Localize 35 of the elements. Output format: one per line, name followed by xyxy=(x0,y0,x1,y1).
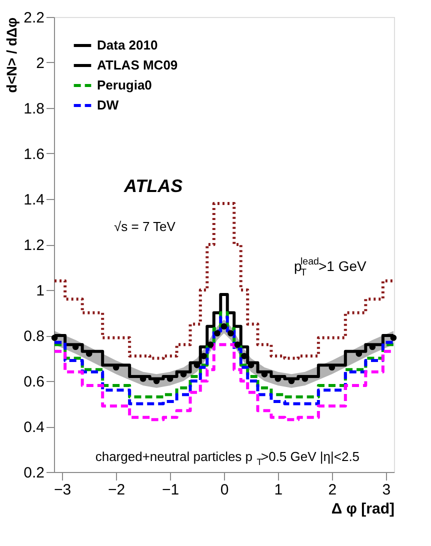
x-tick-label: 2 xyxy=(328,482,337,498)
legend-label: ATLAS MC09 xyxy=(97,58,178,72)
point xyxy=(220,323,228,330)
x-tick-label: −1 xyxy=(162,482,180,498)
y-tick-label: 0.4 xyxy=(24,419,44,436)
point xyxy=(234,341,241,348)
legend-label: Perugia0 xyxy=(97,78,152,92)
y-axis-title: d<N> / dΔφ xyxy=(4,18,20,93)
y-tick-label: 0.8 xyxy=(24,328,44,345)
x-tick-label: 3 xyxy=(382,482,391,498)
y-tick-label: 1.6 xyxy=(24,146,44,163)
x-tick-label: 0 xyxy=(220,482,229,498)
point xyxy=(207,341,214,348)
x-tick-label: 1 xyxy=(274,482,283,498)
point xyxy=(200,352,207,360)
annotation: ATLAS xyxy=(123,176,183,196)
legend-label: Data 2010 xyxy=(97,38,158,52)
x-tick-label: −3 xyxy=(54,482,72,498)
point xyxy=(390,334,397,341)
y-tick-label: 1.2 xyxy=(24,237,44,254)
x-axis-title: Δ φ [rad] xyxy=(331,500,394,518)
y-tick-label: 1 xyxy=(36,282,44,300)
legend-label: DW xyxy=(97,98,120,112)
y-tick-label: 2 xyxy=(36,55,44,72)
y-tick-label: 0.2 xyxy=(24,464,44,482)
y-tick-label: 0.6 xyxy=(24,374,44,390)
y-tick-label: 1.4 xyxy=(24,192,44,208)
point xyxy=(51,334,58,341)
point xyxy=(214,330,220,336)
point xyxy=(241,352,248,360)
annotation: √s = 7 TeV xyxy=(114,219,176,234)
point xyxy=(228,330,234,336)
y-tick-label: 2.2 xyxy=(24,10,44,26)
x-tick-label: −2 xyxy=(108,482,126,498)
y-tick-label: 1.8 xyxy=(24,100,44,118)
